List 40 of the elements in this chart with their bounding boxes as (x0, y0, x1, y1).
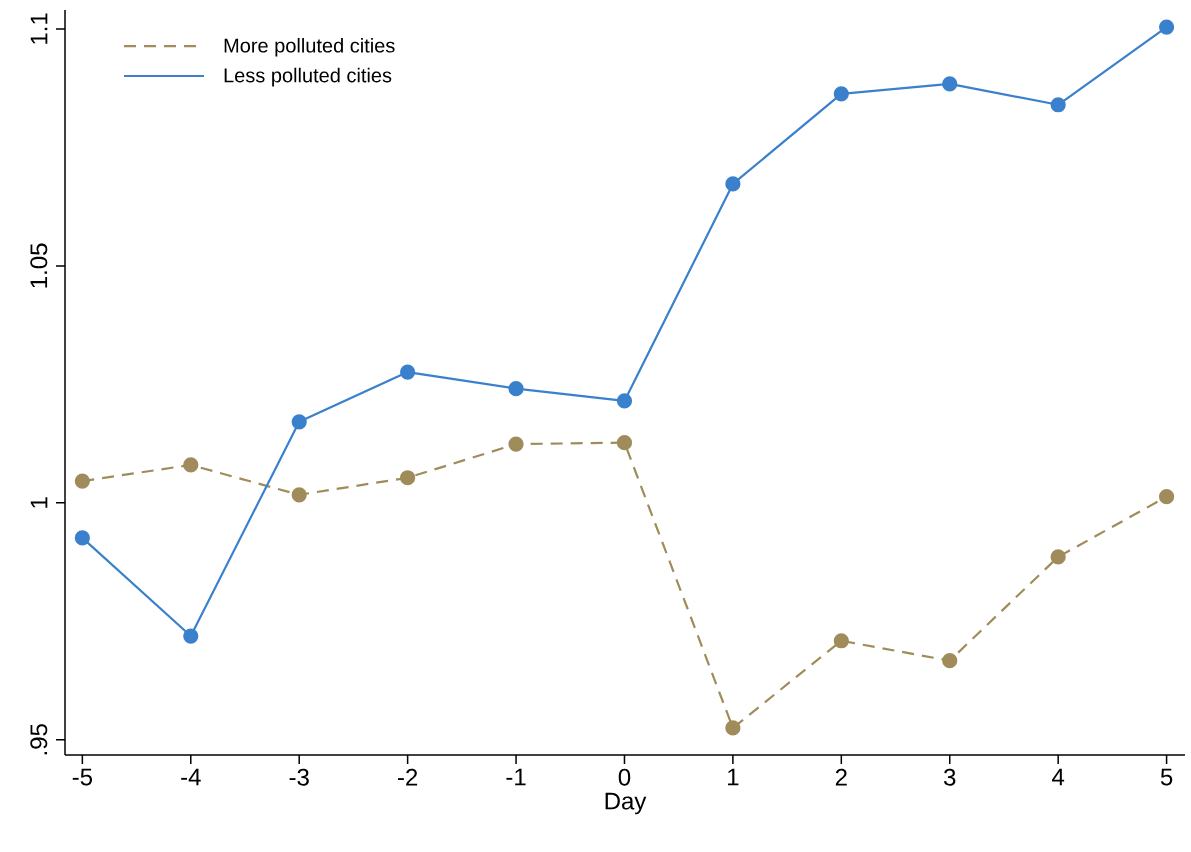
point (74, 530, 90, 546)
point (1158, 489, 1175, 505)
x-tick-label: 2 (835, 768, 847, 786)
point (183, 628, 199, 644)
x-tick-label: 3 (943, 768, 956, 786)
point (400, 470, 416, 486)
point (942, 76, 958, 92)
point (833, 86, 849, 102)
x-tick-label: -1 (506, 768, 526, 786)
point (400, 364, 416, 380)
point (725, 720, 741, 736)
x-tick-label: 5 (1160, 768, 1173, 786)
point (616, 393, 633, 409)
point (1050, 97, 1066, 113)
y-tick-label: 1.1 (30, 13, 48, 44)
point (74, 473, 90, 489)
y-tick-label: 1 (30, 497, 48, 508)
x-tick-label: 4 (1052, 768, 1065, 786)
legend-label: More polluted cities (224, 37, 395, 57)
point (942, 653, 958, 669)
point (1050, 549, 1066, 565)
point (508, 436, 524, 452)
x-tick-label: -4 (181, 768, 201, 786)
point (725, 176, 741, 192)
x-tick-label: -5 (72, 768, 93, 786)
point (833, 633, 849, 649)
x-tick-label: -3 (289, 768, 309, 786)
x-tick-label: -2 (398, 768, 418, 786)
x-tick-label: 1 (728, 768, 739, 786)
x-tick-label: 0 (618, 768, 631, 786)
legend-label: Less polluted cities (224, 67, 392, 87)
y-tick-label: 1.05 (30, 243, 48, 288)
point (291, 487, 307, 503)
point (183, 457, 199, 473)
point (616, 435, 633, 451)
point (508, 381, 524, 397)
x-axis-title: Day (605, 792, 647, 815)
point (1158, 19, 1175, 35)
y-tick-label: .95 (30, 724, 48, 755)
point (291, 414, 307, 430)
